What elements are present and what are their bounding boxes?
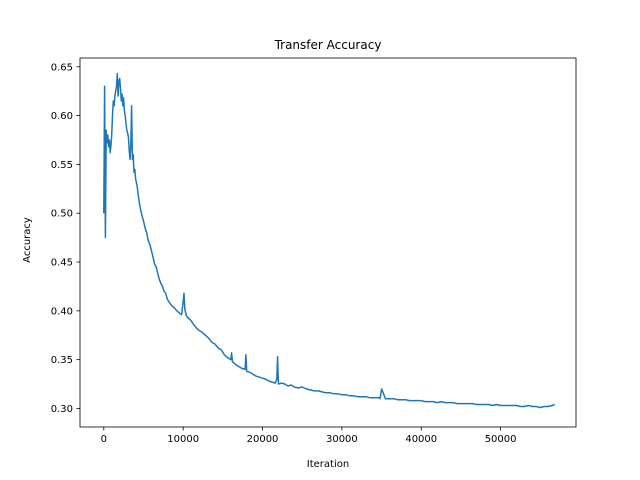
x-tick-label: 10000 bbox=[167, 434, 199, 445]
y-tick-label: 0.55 bbox=[51, 160, 73, 171]
x-tick-label: 30000 bbox=[326, 434, 358, 445]
x-tick-label: 50000 bbox=[485, 434, 517, 445]
accuracy-series-line bbox=[103, 72, 555, 409]
y-axis: 0.30 0.35 0.40 0.45 0.50 0.55 0.60 0.65 bbox=[51, 62, 80, 415]
y-tick-label: 0.40 bbox=[51, 306, 73, 317]
y-tick-label: 0.30 bbox=[51, 404, 73, 415]
y-tick-label: 0.60 bbox=[51, 111, 73, 122]
y-tick-label: 0.50 bbox=[51, 209, 73, 220]
x-tick-label: 40000 bbox=[405, 434, 437, 445]
y-axis-label: Accuracy bbox=[22, 217, 33, 263]
y-tick-label: 0.45 bbox=[51, 258, 73, 269]
plot-frame bbox=[79, 57, 577, 428]
x-tick-label: 20000 bbox=[247, 434, 279, 445]
chart-title: Transfer Accuracy bbox=[274, 38, 382, 52]
plot-area bbox=[79, 57, 577, 428]
x-tick-label: 0 bbox=[101, 434, 107, 445]
y-tick-label: 0.35 bbox=[51, 355, 73, 366]
x-axis: 0 10000 20000 30000 40000 50000 bbox=[101, 427, 517, 445]
x-axis-label: Iteration bbox=[307, 459, 349, 470]
y-tick-label: 0.65 bbox=[51, 62, 73, 73]
